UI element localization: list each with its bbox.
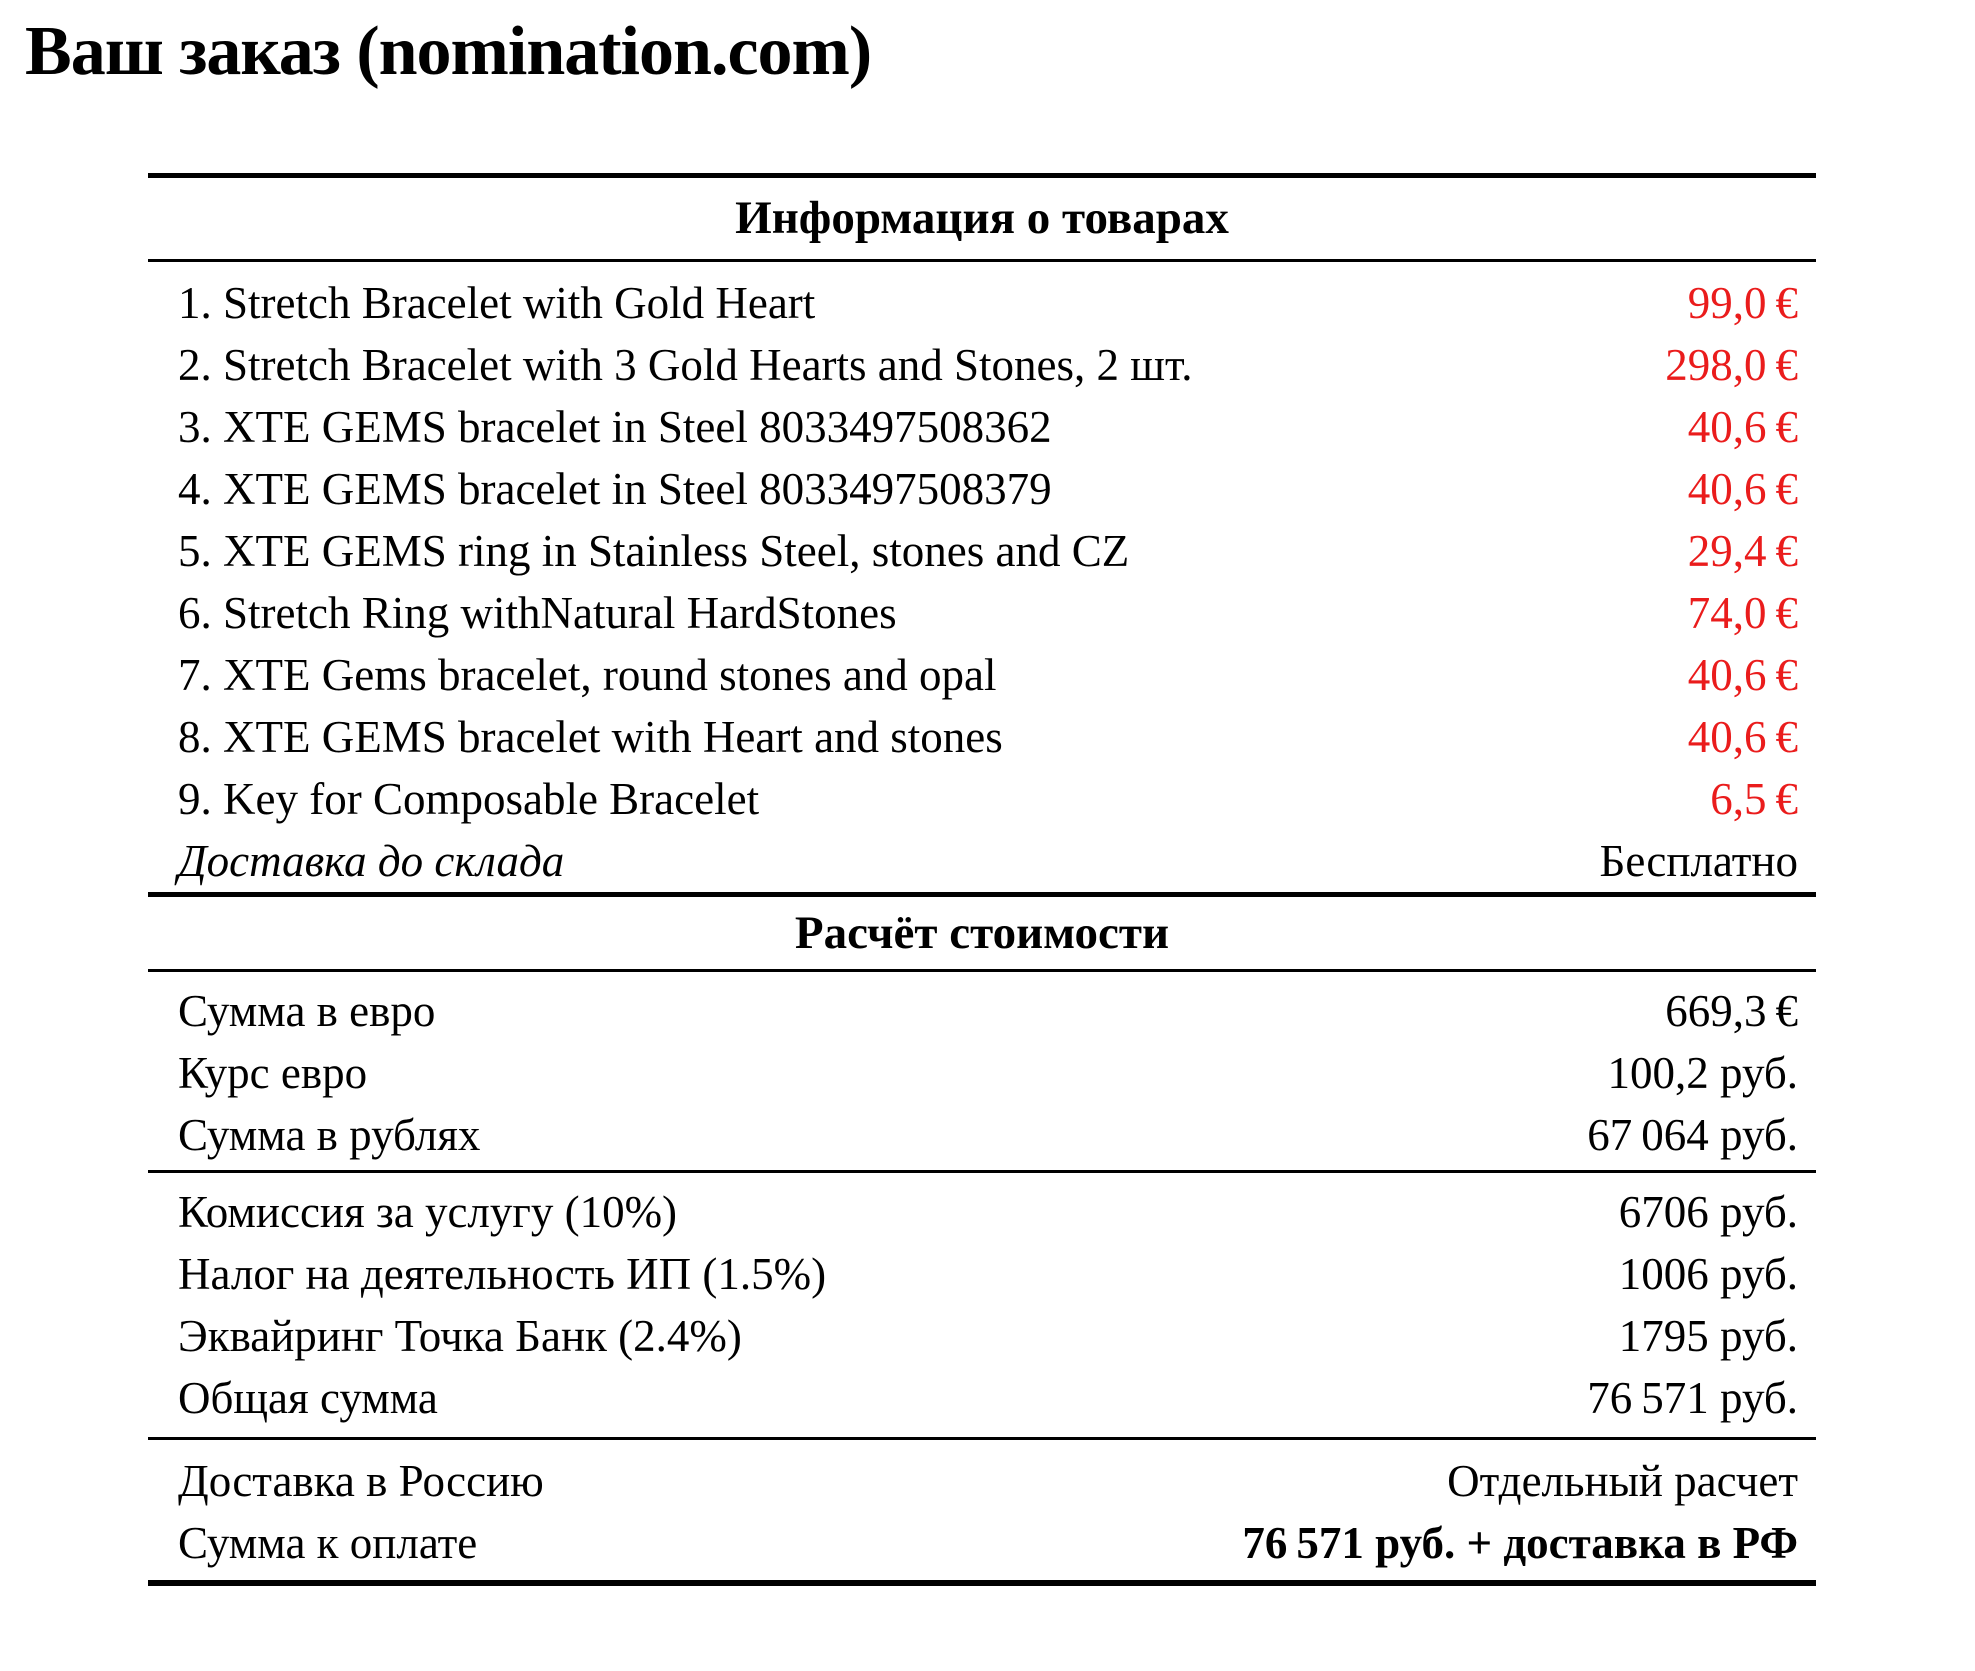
product-name: 5. XTE GEMS ring in Stainless Steel, sto… [178,526,1130,576]
table-toprule [148,173,1816,178]
fee-row: Эквайринг Точка Банк (2.4%) 1795 руб. [148,1305,1816,1367]
amount-due-label: Сумма к оплате [178,1518,478,1568]
calc-mid-rule [148,1170,1816,1173]
product-name: 8. XTE GEMS bracelet with Heart and ston… [178,712,1003,762]
russia-delivery-value: Отдельный расчет [1447,1456,1798,1506]
page-title: Ваш заказ (nomination.com) [25,13,872,90]
calc-value: 67 064 руб. [1587,1110,1798,1160]
payment-rows: Доставка в Россию Отдельный расчет Сумма… [148,1440,1816,1580]
products-section-header: Информация о товарах [735,192,1229,244]
fees-bottom-rule [148,1437,1816,1440]
product-price: 99,0 € [1687,278,1798,328]
fee-row: Комиссия за услугу (10%) 6706 руб. [148,1181,1816,1243]
calc-row: Сумма в рублях 67 064 руб. [148,1104,1816,1166]
product-price: 298,0 € [1665,340,1798,390]
calc-header-rule [148,969,1816,972]
product-name: 1. Stretch Bracelet with Gold Heart [178,278,816,328]
calc-label: Сумма в рублях [178,1110,481,1160]
product-name: 3. XTE GEMS bracelet in Steel 8033497508… [178,402,1052,452]
product-price: 6,5 € [1710,774,1798,824]
product-row: 1. Stretch Bracelet with Gold Heart 99,0… [148,272,1816,334]
fee-value: 1006 руб. [1618,1249,1798,1299]
total-sum-row: Общая сумма 76 571 руб. [148,1367,1816,1429]
product-price: 74,0 € [1687,588,1798,638]
products-rows: 1. Stretch Bracelet with Gold Heart 99,0… [148,262,1816,892]
product-price: 29,4 € [1687,526,1798,576]
product-name: 2. Stretch Bracelet with 3 Gold Hearts a… [178,340,1193,390]
products-header-rule [148,259,1816,262]
product-name: 9. Key for Composable Bracelet [178,774,760,824]
product-row: 5. XTE GEMS ring in Stainless Steel, sto… [148,520,1816,582]
product-row: 7. XTE Gems bracelet, round stones and o… [148,644,1816,706]
order-table: Информация о товарах 1. Stretch Bracelet… [148,173,1816,1586]
product-row: 2. Stretch Bracelet with 3 Gold Hearts a… [148,334,1816,396]
warehouse-delivery-value: Бесплатно [1599,836,1798,886]
calc-eur-rows: Сумма в евро 669,3 € Курс евро 100,2 руб… [148,972,1816,1170]
product-price: 40,6 € [1687,650,1798,700]
calc-label: Курс евро [178,1048,368,1098]
russia-delivery-label: Доставка в Россию [178,1456,544,1506]
product-row: 8. XTE GEMS bracelet with Heart and ston… [148,706,1816,768]
product-row: 3. XTE GEMS bracelet in Steel 8033497508… [148,396,1816,458]
calc-value: 669,3 € [1665,986,1798,1036]
fee-value: 6706 руб. [1618,1187,1798,1237]
fee-value: 1795 руб. [1618,1311,1798,1361]
product-row: 4. XTE GEMS bracelet in Steel 8033497508… [148,458,1816,520]
calc-label: Сумма в евро [178,986,436,1036]
product-row: 9. Key for Composable Bracelet 6,5 € [148,768,1816,830]
warehouse-delivery-label: Доставка до склада [178,836,565,886]
amount-due-value: 76 571 руб. + доставка в РФ [1242,1518,1798,1568]
calc-row: Курс евро 100,2 руб. [148,1042,1816,1104]
russia-delivery-row: Доставка в Россию Отдельный расчет [148,1450,1816,1512]
fee-label: Налог на деятельность ИП (1.5%) [178,1249,827,1299]
table-bottomrule [148,1580,1816,1586]
amount-due-row: Сумма к оплате 76 571 руб. + доставка в … [148,1512,1816,1574]
product-name: 7. XTE Gems bracelet, round stones and o… [178,650,997,700]
calc-row: Сумма в евро 669,3 € [148,980,1816,1042]
calc-value: 100,2 руб. [1607,1048,1798,1098]
fee-row: Налог на деятельность ИП (1.5%) 1006 руб… [148,1243,1816,1305]
product-name: 4. XTE GEMS bracelet in Steel 8033497508… [178,464,1052,514]
product-price: 40,6 € [1687,402,1798,452]
total-sum-label: Общая сумма [178,1373,438,1423]
product-row: 6. Stretch Ring withNatural HardStones 7… [148,582,1816,644]
products-bottom-rule [148,892,1816,897]
product-price: 40,6 € [1687,712,1798,762]
fee-label: Эквайринг Точка Банк (2.4%) [178,1311,742,1361]
total-sum-value: 76 571 руб. [1587,1373,1798,1423]
product-name: 6. Stretch Ring withNatural HardStones [178,588,897,638]
product-price: 40,6 € [1687,464,1798,514]
calc-section-header: Расчёт стоимости [794,907,1170,959]
calc-fee-rows: Комиссия за услугу (10%) 6706 руб. Налог… [148,1173,1816,1437]
warehouse-delivery-row: Доставка до склада Бесплатно [148,830,1816,892]
fee-label: Комиссия за услугу (10%) [178,1187,678,1237]
